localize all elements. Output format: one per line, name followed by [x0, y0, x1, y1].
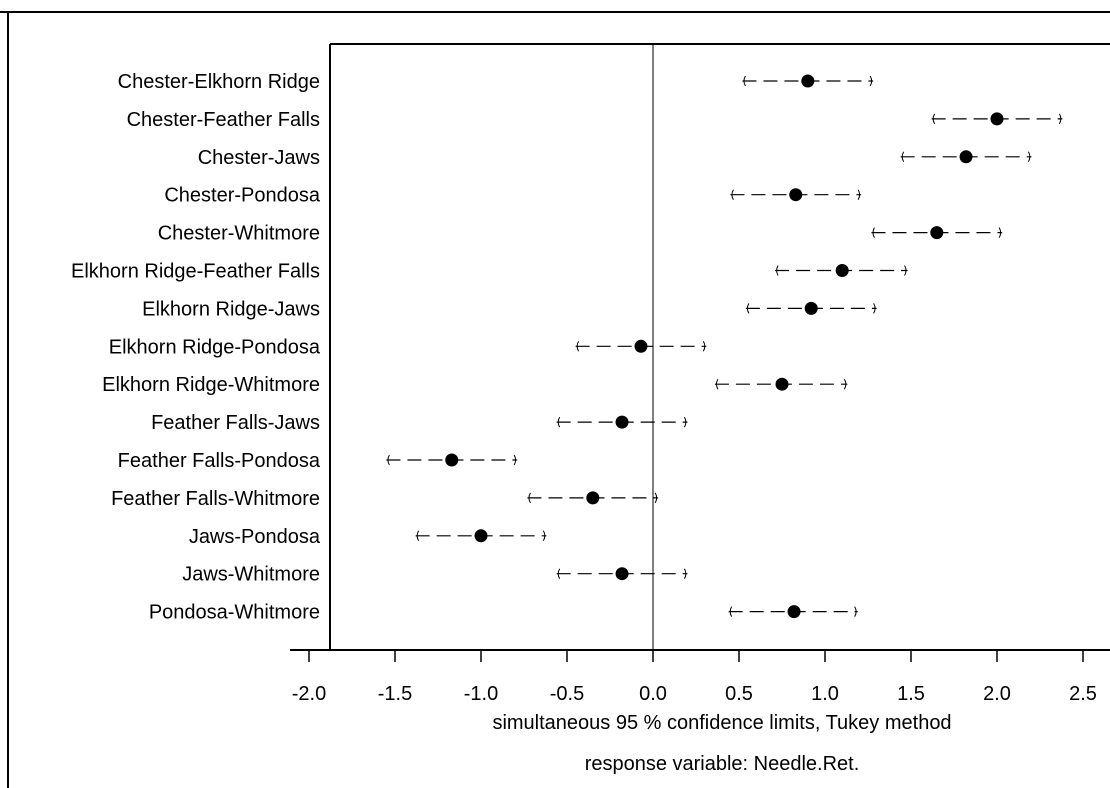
comparison-labels: Chester-Elkhorn Ridge Chester-Feather Fal… — [71, 71, 321, 624]
ci-upper-cap — [843, 378, 847, 390]
ci-upper-cap — [683, 568, 687, 579]
x-tick-label: 0.5 — [725, 683, 753, 705]
ci-lower-cap — [576, 341, 580, 352]
comparison-label: Elkhorn Ridge-Feather Falls — [71, 261, 320, 283]
comparison-label: Chester-Jaws — [198, 147, 320, 169]
estimate-point — [586, 491, 600, 505]
comparison-label: Feather Falls-Pondosa — [118, 450, 321, 472]
estimate-point — [804, 301, 818, 315]
estimate-point — [990, 112, 1004, 126]
ci-lower-cap — [901, 151, 905, 163]
estimate-point — [615, 415, 629, 429]
ci-lower-cap — [387, 454, 390, 466]
comparison-label: Elkhorn Ridge-Jaws — [142, 298, 320, 320]
ci-upper-cap — [1027, 151, 1031, 163]
ci-upper-cap — [513, 454, 517, 466]
comparison-label: Pondosa-Whitmore — [149, 602, 320, 624]
x-tick-label: 1.0 — [811, 683, 839, 705]
x-tick-label: 2.0 — [983, 683, 1011, 705]
estimate-point — [789, 188, 803, 202]
ci-lower-cap — [715, 378, 719, 390]
ci-upper-cap — [542, 530, 546, 542]
ci-upper-cap — [702, 341, 706, 352]
estimate-point — [835, 264, 849, 277]
ci-lower-cap — [743, 75, 746, 87]
estimate-point — [634, 339, 648, 353]
ci-lower-cap — [731, 189, 734, 200]
comparison-label: Feather Falls-Whitmore — [111, 488, 320, 510]
comparison-label: Elkhorn Ridge-Pondosa — [109, 336, 321, 358]
estimate-point — [445, 453, 459, 467]
comparison-label: Jaws-Whitmore — [182, 564, 320, 586]
ci-upper-cap — [683, 416, 687, 428]
ci-lower-cap — [729, 606, 733, 617]
x-tick-label: 0.0 — [639, 683, 667, 705]
estimate-point — [615, 567, 629, 581]
estimate-point — [801, 74, 815, 88]
ci-upper-cap — [869, 75, 873, 87]
ci-upper-cap — [1058, 113, 1062, 125]
estimate-point — [787, 605, 801, 619]
ci-lower-cap — [557, 568, 561, 579]
ci-lower-cap — [776, 265, 779, 276]
comparison-label: Chester-Feather Falls — [127, 109, 320, 131]
comparison-label: Elkhorn Ridge-Whitmore — [102, 374, 320, 396]
ci-upper-cap — [654, 492, 658, 504]
estimate-point — [775, 377, 789, 391]
note-line-1: simultaneous 95 % confidence limits, Tuk… — [492, 712, 951, 734]
ci-lower-cap — [416, 530, 420, 542]
ci-upper-cap — [854, 606, 857, 617]
comparison-rows — [386, 74, 1063, 619]
comparison-label: Feather Falls-Jaws — [151, 412, 320, 434]
x-axis-ticks: -2.0 -1.5 -1.0 -0.5 0.0 0.5 1.0 1.5 2.0 2.5 — [292, 650, 1097, 705]
x-tick-label: -1.0 — [464, 683, 498, 705]
ci-upper-cap — [873, 303, 876, 314]
comparison-label: Chester-Pondosa — [164, 185, 321, 207]
comparison-label: Jaws-Pondosa — [189, 526, 321, 548]
comparison-label: Chester-Whitmore — [158, 223, 320, 245]
ci-lower-cap — [557, 416, 561, 428]
estimate-point — [474, 529, 488, 543]
ci-upper-cap — [904, 265, 907, 276]
note-line-2: response variable: Needle.Ret. — [585, 753, 860, 775]
estimate-point — [959, 150, 973, 164]
ci-lower-cap — [932, 113, 936, 125]
x-tick-label: -2.0 — [292, 683, 326, 705]
estimate-point — [930, 226, 944, 240]
comparison-label: Chester-Elkhorn Ridge — [118, 71, 320, 93]
ci-lower-cap — [746, 303, 750, 314]
x-tick-label: -1.5 — [378, 683, 412, 705]
ci-upper-cap — [857, 189, 861, 200]
ci-lower-cap — [872, 227, 875, 238]
x-tick-label: -0.5 — [550, 683, 584, 705]
x-tick-label: 1.5 — [897, 683, 925, 705]
ci-upper-cap — [998, 227, 1002, 238]
ci-lower-cap — [528, 492, 531, 504]
x-tick-label: 2.5 — [1069, 683, 1097, 705]
